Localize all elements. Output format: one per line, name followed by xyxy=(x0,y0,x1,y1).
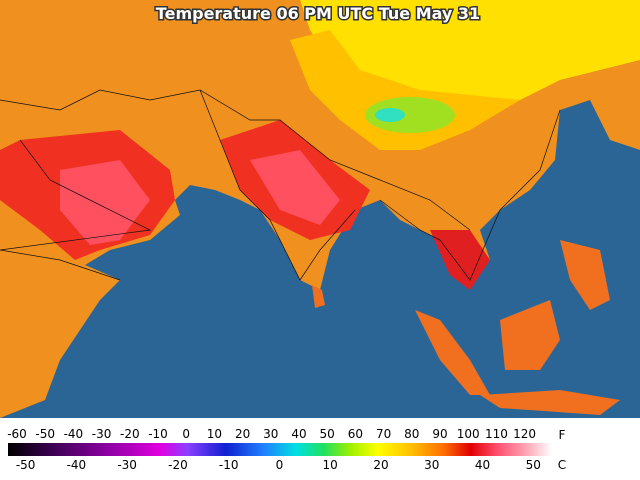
f-tick-label: 80 xyxy=(404,427,419,441)
color-scale xyxy=(8,443,552,456)
c-tick-label: 40 xyxy=(475,458,490,472)
land xyxy=(560,240,610,310)
f-unit: F xyxy=(559,428,566,442)
f-tick-label: -30 xyxy=(92,427,112,441)
map xyxy=(0,0,640,418)
colorbar: F C xyxy=(8,428,566,472)
c-tick-label: -10 xyxy=(219,458,239,472)
land xyxy=(312,285,325,308)
c-tick-label: 0 xyxy=(276,458,284,472)
border xyxy=(0,89,471,231)
land-cold xyxy=(375,108,405,122)
f-tick-label: -20 xyxy=(120,427,140,441)
f-tick-label: 60 xyxy=(348,427,363,441)
c-tick-label: -30 xyxy=(117,458,137,472)
c-tick-label: 30 xyxy=(424,458,439,472)
land xyxy=(480,390,620,415)
f-tick-label: 120 xyxy=(513,427,536,441)
f-tick-label: 90 xyxy=(432,427,447,441)
c-tick-label: -40 xyxy=(67,458,87,472)
border xyxy=(0,139,152,281)
f-tick-label: 100 xyxy=(457,427,480,441)
land xyxy=(290,30,520,150)
f-tick-label: -50 xyxy=(35,427,55,441)
c-tick-label: -50 xyxy=(16,458,36,472)
land-cold xyxy=(365,97,455,133)
f-tick-label: 10 xyxy=(207,427,222,441)
c-tick-label: 10 xyxy=(323,458,338,472)
border xyxy=(379,109,561,281)
land-hot xyxy=(250,150,340,225)
c-tick-label: 20 xyxy=(373,458,388,472)
f-tick-label: 40 xyxy=(291,427,306,441)
f-tick-label: 30 xyxy=(263,427,278,441)
f-tick-label: 110 xyxy=(485,427,508,441)
c-tick-label: -20 xyxy=(168,458,188,472)
f-tick-label: 20 xyxy=(235,427,250,441)
f-tick-label: 50 xyxy=(320,427,335,441)
f-tick-label: 0 xyxy=(182,427,190,441)
c-unit: C xyxy=(558,458,566,472)
title: Temperature 06 PM UTC Tue May 31 xyxy=(156,4,480,23)
border xyxy=(199,89,356,281)
f-tick-label: -40 xyxy=(64,427,84,441)
land-hot xyxy=(430,230,490,290)
f-tick-label: 70 xyxy=(376,427,391,441)
land xyxy=(415,310,490,395)
c-tick-label: 50 xyxy=(526,458,541,472)
f-tick-label: -60 xyxy=(7,427,27,441)
land xyxy=(500,300,560,370)
land-hot xyxy=(60,160,150,245)
f-tick-label: -10 xyxy=(148,427,168,441)
